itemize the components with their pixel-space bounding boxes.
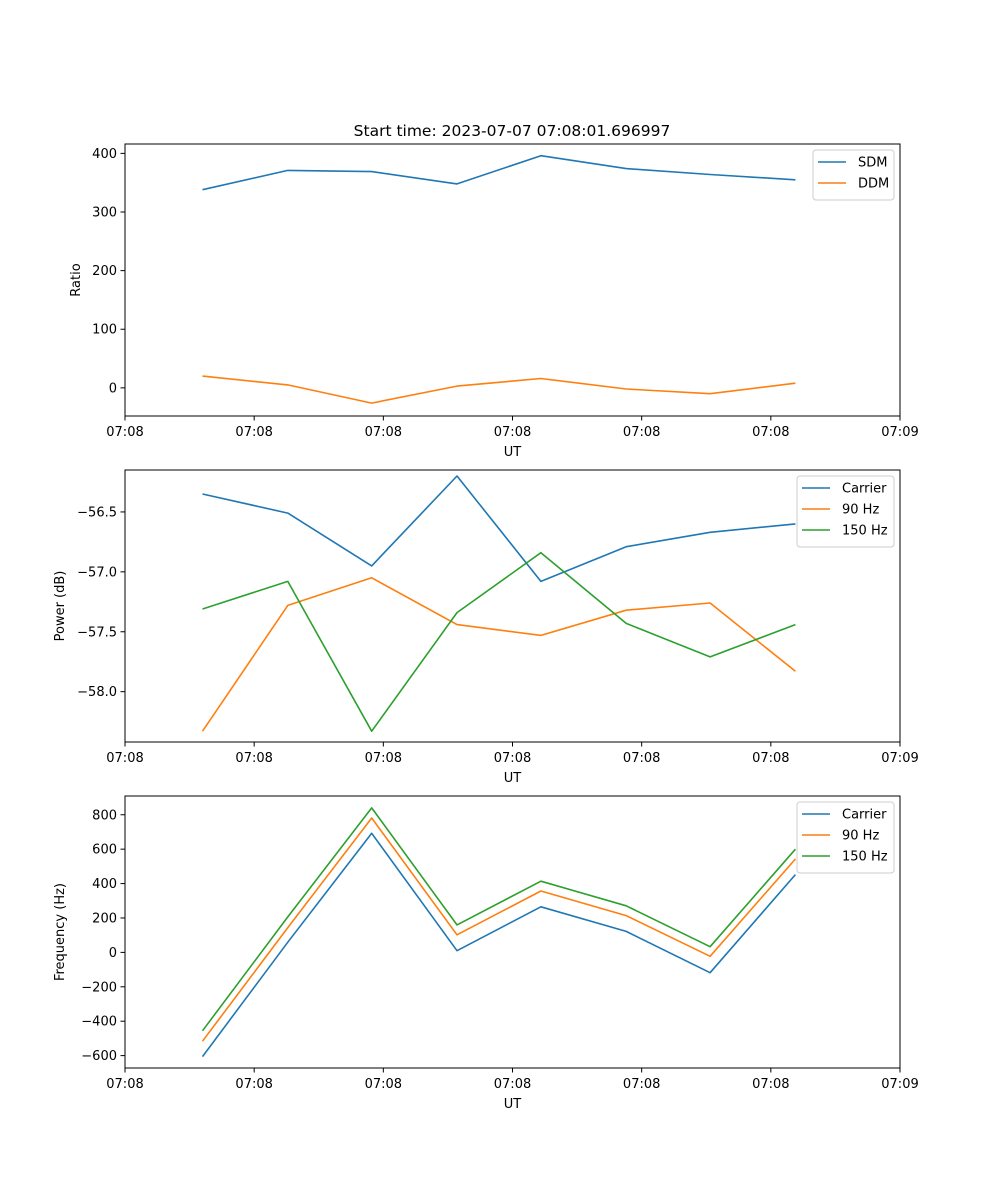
- x-tick-label: 07:08: [752, 1077, 789, 1092]
- y-tick-label: 200: [92, 911, 117, 926]
- y-tick-label: −56.5: [77, 505, 117, 520]
- x-tick-label: 07:08: [106, 1077, 143, 1092]
- legend-label-ddm: DDM: [858, 177, 889, 192]
- legend-label-90-hz: 90 Hz: [842, 503, 879, 518]
- x-axis-label: UT: [504, 771, 522, 786]
- y-tick-label: 100: [92, 323, 117, 338]
- x-tick-label: 07:08: [235, 1077, 272, 1092]
- x-tick-label: 07:08: [494, 751, 531, 766]
- panels: 07:08 07:08 07:08 07:08 07:08 07:08 07:09 0 100 2…: [53, 143, 919, 1112]
- legend: Carrier 90 Hz 150 Hz: [796, 475, 895, 548]
- y-tick-label: 400: [92, 877, 117, 892]
- x-tick-label: 07:08: [623, 425, 660, 440]
- series-line-ddm: [202, 375, 796, 404]
- axes-power: 07:08 07:08 07:08 07:08 07:08 07:08 07:09 −58.0…: [53, 469, 919, 786]
- series-line-90-hz: [201, 817, 797, 1042]
- x-tick-label: 07:08: [623, 1077, 660, 1092]
- series-line-carrier: [201, 832, 797, 1058]
- x-tick-label: 07:08: [365, 1077, 402, 1092]
- legend-label-carrier: Carrier: [842, 808, 887, 823]
- legend: Carrier 90 Hz 150 Hz: [796, 801, 895, 874]
- legend: SDM DDM: [812, 149, 895, 201]
- y-tick-label: 300: [92, 206, 117, 221]
- series-line-90-hz: [201, 576, 796, 732]
- x-tick-label: 07:08: [235, 425, 272, 440]
- x-tick-label: 07:08: [235, 751, 272, 766]
- x-axis-label: UT: [504, 445, 522, 460]
- y-tick-label: 600: [92, 843, 117, 858]
- series-line-150-hz: [202, 551, 796, 733]
- y-tick-label: −58.0: [77, 685, 117, 700]
- x-tick-label: 07:08: [623, 751, 660, 766]
- x-tick-label: 07:08: [752, 425, 789, 440]
- legend-label-carrier: Carrier: [842, 482, 887, 497]
- x-tick-label: 07:08: [752, 751, 789, 766]
- y-tick-label: 800: [92, 808, 117, 823]
- y-tick-label: −200: [81, 980, 117, 995]
- axes-frequency: 07:08 07:08 07:08 07:08 07:08 07:08 07:09 −600 −…: [53, 795, 919, 1112]
- x-tick-label: 07:08: [106, 751, 143, 766]
- y-tick-label: −57.5: [77, 625, 117, 640]
- legend-label-90-hz: 90 Hz: [842, 829, 879, 844]
- x-tick-label: 07:08: [365, 751, 402, 766]
- x-tick-label: 07:08: [494, 425, 531, 440]
- x-tick-label: 07:08: [365, 425, 402, 440]
- x-axis-label: UT: [504, 1097, 522, 1112]
- y-tick-label: −600: [81, 1049, 117, 1064]
- legend-label-150-hz: 150 Hz: [842, 850, 888, 865]
- y-tick-label: 0: [109, 946, 117, 961]
- y-tick-label: −57.0: [77, 565, 117, 580]
- x-tick-label: 07:09: [881, 1077, 918, 1092]
- y-axis-label: Ratio: [69, 263, 84, 296]
- y-tick-label: −400: [81, 1015, 117, 1030]
- legend-label-sdm: SDM: [858, 156, 887, 171]
- x-tick-label: 07:09: [881, 425, 918, 440]
- y-tick-label: 400: [92, 147, 117, 162]
- x-tick-label: 07:08: [494, 1077, 531, 1092]
- series-line-sdm: [202, 154, 796, 191]
- figure-title: Start time: 2023-07-07 07:08:01.696997: [354, 122, 671, 140]
- y-axis-label: Frequency (Hz): [53, 883, 68, 981]
- axes-ratio: 07:08 07:08 07:08 07:08 07:08 07:08 07:09 0 100 2…: [69, 143, 919, 460]
- y-tick-label: 0: [109, 381, 117, 396]
- y-tick-label: 200: [92, 264, 117, 279]
- y-axis-label: Power (dB): [53, 571, 68, 642]
- series-line-carrier: [202, 475, 796, 583]
- x-tick-label: 07:09: [881, 751, 918, 766]
- legend-label-150-hz: 150 Hz: [842, 524, 888, 539]
- series-line-150-hz: [201, 807, 797, 1032]
- x-tick-label: 07:08: [106, 425, 143, 440]
